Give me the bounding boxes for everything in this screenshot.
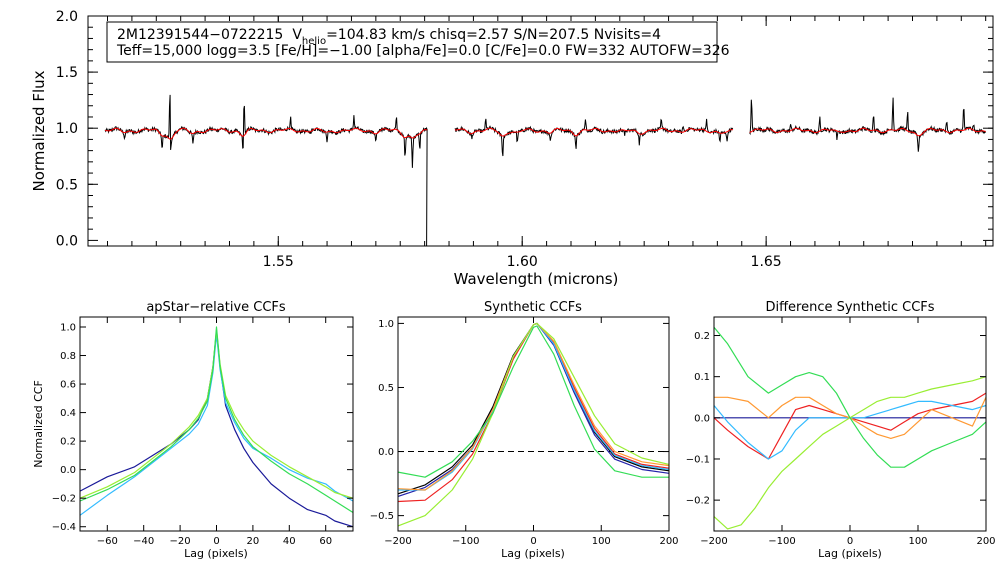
spectrum-y-axis-label: Normalized Flux — [30, 70, 48, 191]
spectrum-x-tick-label: 1.55 — [263, 254, 294, 270]
synthetic-x-tick-label: 100 — [592, 536, 611, 547]
difference-x-tick-label: −200 — [700, 536, 727, 547]
apstar-y-tick-label: 0.0 — [60, 465, 76, 476]
apstar-y-tick-label: 1.0 — [60, 322, 76, 333]
spectrum-ticks: 1.55 1.60 1.65 0.0 0.5 1.0 1.5 2.0 — [56, 9, 993, 270]
apstar-y-tick-label: 0.4 — [60, 408, 76, 419]
difference-y-tick-label: 0.0 — [694, 413, 710, 424]
difference-y-tick-label: −0.2 — [686, 496, 710, 507]
synthetic-y-tick-label: 0.5 — [378, 383, 394, 394]
annotation-frame — [106, 21, 718, 63]
annotation-line-1-rest: =104.83 km/s chisq=2.57 S/N=207.5 Nvisit… — [326, 27, 661, 43]
difference-x-tick-label: 100 — [908, 536, 927, 547]
spectrum-annotation-box: 2M12391544−0722215 Vhelio=104.83 km/s chi… — [106, 21, 730, 63]
synthetic-x-tick-label: 200 — [659, 536, 678, 547]
spectrum-plot-frame — [87, 15, 994, 247]
apstar-x-tick-label: 0 — [213, 536, 219, 547]
apstar-title: apStar−relative CCFs — [146, 300, 286, 315]
synthetic-ccf-panel: −200 −100 0 100 200 −0.5 0.0 0.5 1.0 Synthetic C… — [370, 300, 679, 560]
spectrum-x-tick-label: 1.65 — [751, 254, 782, 270]
apstar-ccf-series — [79, 326, 354, 528]
difference-ccf-series — [713, 326, 987, 530]
annotation-v-symbol: V — [292, 27, 302, 43]
synthetic-line-6 — [397, 322, 670, 527]
apstar-x-tick-label: 20 — [247, 536, 260, 547]
apstar-y-tick-label: −0.4 — [52, 522, 76, 533]
difference-x-tick-label: 200 — [976, 536, 995, 547]
synthetic-y-tick-label: −0.5 — [370, 511, 394, 522]
apstar-y-tick-label: −0.2 — [52, 494, 76, 505]
synthetic-line-7 — [397, 325, 669, 478]
synthetic-y-tick-label: 1.0 — [378, 319, 394, 330]
apstar-x-tick-label: −60 — [97, 536, 118, 547]
annotation-star-id: 2M12391544−0722215 — [117, 27, 283, 43]
spectrum-model-segment-1 — [105, 127, 428, 140]
synthetic-x-axis-label: Lag (pixels) — [501, 547, 565, 560]
difference-line-5 — [713, 376, 987, 530]
apstar-y-tick-label: 0.2 — [60, 437, 76, 448]
spectrum-y-tick-label: 0.0 — [56, 233, 78, 249]
synthetic-y-tick-label: 0.0 — [378, 447, 394, 458]
apstar-x-tick-label: −20 — [170, 536, 191, 547]
spectrum-y-tick-label: 1.5 — [56, 65, 78, 81]
apstar-x-axis-label: Lag (pixels) — [184, 547, 248, 560]
apstar-y-axis-label: Normalized CCF — [32, 380, 45, 468]
difference-x-axis-label: Lag (pixels) — [818, 547, 882, 560]
annotation-v-subscript: helio — [302, 36, 326, 47]
apstar-x-tick-label: 60 — [319, 536, 332, 547]
synthetic-title: Synthetic CCFs — [484, 300, 582, 315]
spectrum-x-axis-label: Wavelength (microns) — [454, 270, 619, 288]
spectrum-panel: 1.55 1.60 1.65 0.0 0.5 1.0 1.5 2.0 2M12391544−0… — [30, 9, 994, 288]
annotation-line-2: Teff=15,000 logg=3.5 [Fe/H]=−1.00 [alpha… — [116, 43, 730, 59]
difference-y-tick-label: 0.1 — [694, 372, 710, 383]
difference-x-tick-label: 0 — [847, 536, 853, 547]
spectrum-y-tick-label: 1.0 — [56, 121, 78, 137]
synthetic-x-tick-label: −100 — [452, 536, 479, 547]
apstar-x-tick-label: 40 — [283, 536, 296, 547]
synthetic-ccf-series — [397, 322, 670, 527]
apstar-ticks: −60 −40 −20 0 20 40 60 −0.4 −0.2 0.0 0.2 0.4 0.6 0.8 1… — [52, 317, 353, 547]
spectrum-model-segment-2 — [454, 127, 734, 137]
synthetic-x-tick-label: −200 — [384, 536, 411, 547]
apstar-ccf-panel: −60 −40 −20 0 20 40 60 −0.4 −0.2 0.0 0.2 0.4 0.6 0.8 1… — [32, 300, 354, 560]
difference-ticks: −200 −100 0 100 200 −0.2 −0.1 0.0 0.1 0.2 — [686, 317, 996, 547]
apstar-y-tick-label: 0.6 — [60, 380, 76, 391]
spectrum-y-tick-label: 2.0 — [56, 9, 78, 25]
apstar-x-tick-label: −40 — [133, 536, 154, 547]
spectrum-y-tick-label: 0.5 — [56, 177, 78, 193]
spectrum-x-tick-label: 1.60 — [507, 254, 538, 270]
annotation-line-1: 2M12391544−0722215 Vhelio=104.83 km/s chi… — [117, 27, 661, 47]
difference-x-tick-label: −100 — [768, 536, 795, 547]
spectrum-model-segment-3 — [749, 127, 986, 137]
difference-ccf-panel: −200 −100 0 100 200 −0.2 −0.1 0.0 0.1 0.2 Differe… — [686, 300, 996, 560]
difference-line-6 — [713, 326, 987, 468]
spectrum-series — [104, 94, 987, 247]
difference-y-tick-label: −0.1 — [686, 454, 710, 465]
apstar-y-tick-label: 0.8 — [60, 351, 76, 362]
difference-title: Difference Synthetic CCFs — [765, 300, 934, 315]
synthetic-ticks: −200 −100 0 100 200 −0.5 0.0 0.5 1.0 — [370, 317, 679, 547]
difference-y-tick-label: 0.2 — [694, 331, 710, 342]
apstar-line-4 — [79, 326, 354, 514]
spectrum-observed-segment-3 — [749, 97, 987, 152]
synthetic-x-tick-label: 0 — [530, 536, 536, 547]
